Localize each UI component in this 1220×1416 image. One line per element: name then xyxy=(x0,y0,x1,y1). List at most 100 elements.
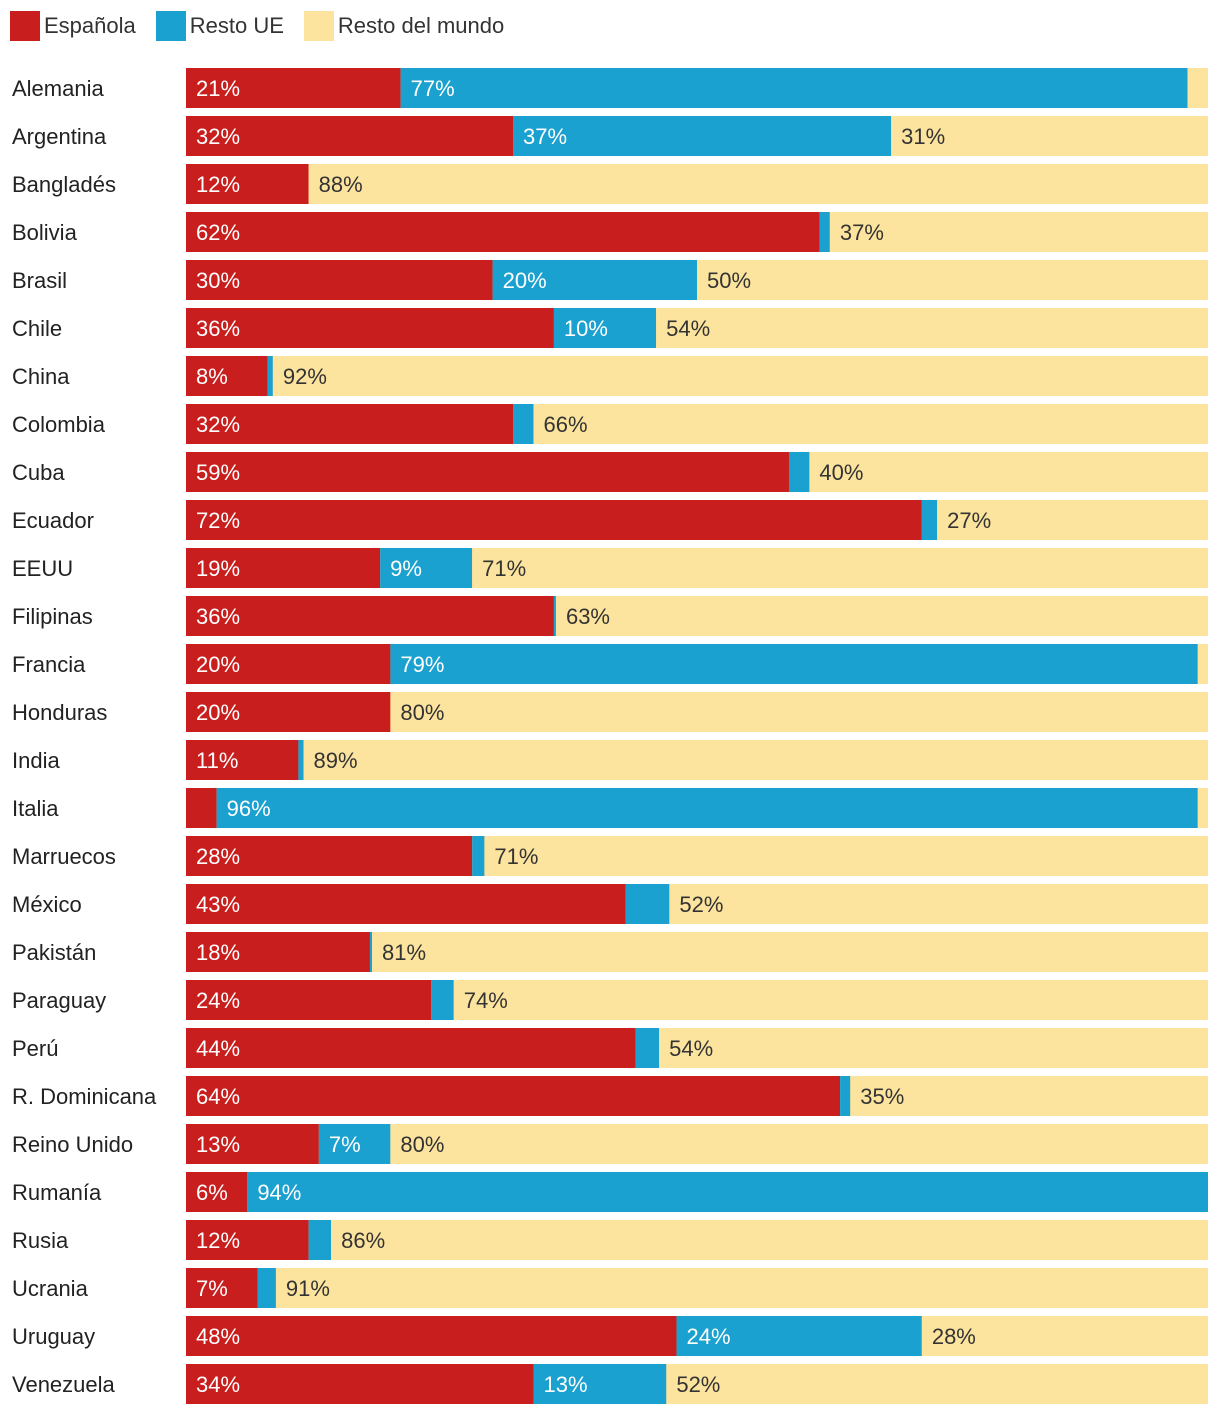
data-label: 86% xyxy=(341,1228,385,1253)
data-label: 37% xyxy=(523,124,567,149)
data-label: 62% xyxy=(196,220,240,245)
bar-segment xyxy=(331,1220,1208,1260)
bar-segment xyxy=(533,1364,667,1404)
data-label: 74% xyxy=(464,988,508,1013)
category-label: Francia xyxy=(12,652,86,677)
data-label: 24% xyxy=(196,988,240,1013)
data-label: 31% xyxy=(901,124,945,149)
bar-segment xyxy=(492,260,697,300)
bar-segment xyxy=(186,692,391,732)
bar-segment xyxy=(186,836,473,876)
bar-segment xyxy=(697,260,1208,300)
bar-segment xyxy=(819,212,830,252)
category-label: Argentina xyxy=(12,124,107,149)
legend-swatch xyxy=(303,11,334,41)
data-label: 8% xyxy=(196,364,228,389)
bar-segment xyxy=(186,356,268,396)
category-label: EEUU xyxy=(12,556,73,581)
bar-segment xyxy=(850,1076,1208,1116)
bar-segment xyxy=(484,836,1208,876)
bar-segment xyxy=(921,500,938,540)
bar-segment xyxy=(829,212,1208,252)
category-label: Italia xyxy=(12,796,59,821)
bar-segment xyxy=(186,1364,534,1404)
category-label: China xyxy=(12,364,70,389)
bar-segment xyxy=(186,68,401,108)
data-label: 6% xyxy=(196,1180,228,1205)
data-label: 35% xyxy=(860,1084,904,1109)
bar-segment xyxy=(298,740,304,780)
bar-segment xyxy=(186,1076,841,1116)
data-label: 7% xyxy=(329,1132,361,1157)
bar-segment xyxy=(186,500,922,540)
category-label: Bolivia xyxy=(12,220,78,245)
data-label: 20% xyxy=(503,268,547,293)
data-label: 72% xyxy=(196,508,240,533)
bar-segment xyxy=(186,980,432,1020)
category-label: Cuba xyxy=(12,460,65,485)
bar-segment xyxy=(247,1172,1208,1212)
data-label: 54% xyxy=(669,1036,713,1061)
data-label: 36% xyxy=(196,604,240,629)
data-label: 44% xyxy=(196,1036,240,1061)
legend-item: Resto del mundo xyxy=(303,11,505,41)
bar-segment xyxy=(380,548,473,588)
bar-segment xyxy=(186,1316,677,1356)
bar-segment xyxy=(666,1364,1208,1404)
chart-legend: Española Resto UE Resto del mundo xyxy=(10,10,524,42)
category-label: Colombia xyxy=(12,412,106,437)
data-label: 36% xyxy=(196,316,240,341)
bar-segment xyxy=(513,116,892,156)
bar-segment xyxy=(369,932,373,972)
data-label: 71% xyxy=(482,556,526,581)
bar-segment xyxy=(891,116,1208,156)
bar-segment xyxy=(186,308,554,348)
bar-segment xyxy=(186,1268,258,1308)
bar-segment xyxy=(186,1124,319,1164)
category-label: México xyxy=(12,892,82,917)
data-label: 12% xyxy=(196,172,240,197)
bar-segment xyxy=(390,1124,1208,1164)
bar-segment xyxy=(186,1028,636,1068)
data-label: 79% xyxy=(400,652,444,677)
data-label: 12% xyxy=(196,1228,240,1253)
category-label: Reino Unido xyxy=(12,1132,133,1157)
data-label: 63% xyxy=(566,604,610,629)
data-label: 71% xyxy=(494,844,538,869)
bar-segment xyxy=(472,836,485,876)
data-label: 30% xyxy=(196,268,240,293)
bar-segment xyxy=(390,644,1198,684)
bar-segment xyxy=(272,356,1208,396)
bar-segment xyxy=(186,212,820,252)
data-label: 10% xyxy=(564,316,608,341)
data-label: 21% xyxy=(196,76,240,101)
bar-segment xyxy=(186,788,217,828)
bar-segment xyxy=(186,1220,309,1260)
legend-swatch xyxy=(10,11,40,41)
bar-segment xyxy=(1197,644,1208,684)
bar-segment xyxy=(186,740,299,780)
data-label: 28% xyxy=(932,1324,976,1349)
data-label: 11% xyxy=(196,748,238,773)
data-label: 80% xyxy=(400,1132,444,1157)
bar-segment xyxy=(186,1172,248,1212)
data-label: 13% xyxy=(196,1132,240,1157)
bar-segment xyxy=(1197,788,1208,828)
data-label: 91% xyxy=(286,1276,330,1301)
category-label: Chile xyxy=(12,316,62,341)
category-label: Alemania xyxy=(12,76,104,101)
bar-segment xyxy=(308,164,1208,204)
legend-label: Resto UE xyxy=(189,13,284,38)
legend-label: Española xyxy=(44,13,136,38)
bar-segment xyxy=(937,500,1208,540)
data-label: 28% xyxy=(196,844,240,869)
legend-label: Resto del mundo xyxy=(337,13,505,38)
category-label: Ecuador xyxy=(12,508,94,533)
bar-segment xyxy=(275,1268,1208,1308)
data-label: 19% xyxy=(196,556,240,581)
bar-segment xyxy=(676,1316,922,1356)
bar-segment xyxy=(555,596,1208,636)
data-label: 32% xyxy=(196,412,240,437)
bar-segment xyxy=(788,452,810,492)
bar-segment xyxy=(635,1028,660,1068)
